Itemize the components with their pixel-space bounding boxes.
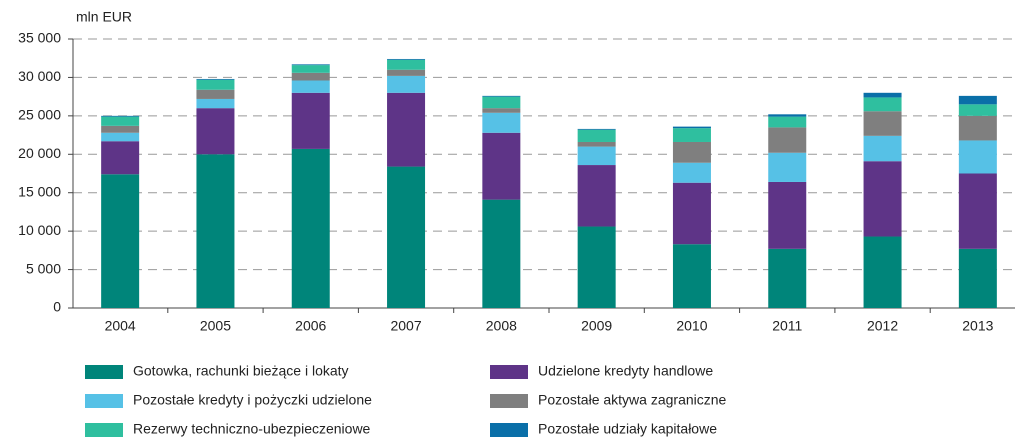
bar-segment xyxy=(672,128,711,142)
bar-segment xyxy=(768,116,807,128)
y-axis-label: mln EUR xyxy=(76,9,132,25)
bar-segment xyxy=(387,69,426,76)
bar-segment xyxy=(672,162,711,183)
bar-segment xyxy=(291,65,330,73)
bar-segment xyxy=(101,125,140,133)
legend-label: Pozostałe udziały kapitałowe xyxy=(538,421,717,437)
bar-segment xyxy=(387,166,426,308)
bar-segment xyxy=(768,114,807,117)
x-tick-label: 2009 xyxy=(581,318,612,334)
y-tick-label: 0 xyxy=(53,299,61,315)
bar-segment xyxy=(387,75,426,93)
bar-segment xyxy=(958,95,997,105)
bar-segment xyxy=(291,148,330,308)
bar-segment xyxy=(958,104,997,116)
bar-segment xyxy=(672,141,711,163)
bar-segment xyxy=(101,115,140,117)
bar-segment xyxy=(101,116,140,126)
bar-segment xyxy=(196,108,235,155)
x-tick-label: 2006 xyxy=(295,318,326,334)
legend-label: Rezerwy techniczno-ubezpieczeniowe xyxy=(133,421,371,437)
bar-segment xyxy=(196,154,235,308)
bar-segment xyxy=(577,141,616,147)
legend-label: Pozostałe kredyty i pożyczki udzielone xyxy=(133,392,372,408)
legend-swatch xyxy=(490,365,528,379)
bar-segment xyxy=(863,236,902,308)
bar-segment xyxy=(958,248,997,308)
bar-segment xyxy=(577,129,616,142)
x-tick-label: 2010 xyxy=(676,318,707,334)
bar-segment xyxy=(196,79,235,90)
legend-swatch xyxy=(490,394,528,408)
bar-segment xyxy=(863,92,902,98)
x-tick-label: 2004 xyxy=(105,318,136,334)
bar-segment xyxy=(577,128,616,130)
bar-segment xyxy=(291,80,330,93)
y-tick-label: 15 000 xyxy=(18,183,61,199)
legend-swatch xyxy=(85,365,123,379)
bar-segment xyxy=(863,161,902,237)
bar-segment xyxy=(101,132,140,142)
bar-segment xyxy=(196,89,235,99)
bar-segment xyxy=(387,59,426,70)
x-tick-label: 2011 xyxy=(772,318,802,334)
x-tick-label: 2007 xyxy=(390,318,421,334)
bar-segment xyxy=(482,96,521,109)
legend-swatch xyxy=(85,423,123,437)
legend-label: Gotowka, rachunki bieżące i lokaty xyxy=(133,363,349,379)
y-tick-label: 35 000 xyxy=(18,30,61,46)
bar-segment xyxy=(672,244,711,308)
bar-segment xyxy=(291,64,330,66)
bar-segment xyxy=(577,146,616,166)
bar-segment xyxy=(577,226,616,308)
bar-segment xyxy=(101,141,140,175)
y-tick-label: 20 000 xyxy=(18,145,61,161)
bar-segment xyxy=(863,97,902,112)
bar-segment xyxy=(768,152,807,182)
bar-segment xyxy=(958,140,997,174)
bar-segment xyxy=(482,95,521,97)
legend-swatch xyxy=(490,423,528,437)
bar-segment xyxy=(196,98,235,109)
bar-segment xyxy=(863,135,902,162)
legend-label: Pozostałe aktywa zagraniczne xyxy=(538,392,727,408)
legend-label: Udzielone kredyty handlowe xyxy=(538,363,713,379)
bar-segment xyxy=(482,112,521,133)
bar-segment xyxy=(768,248,807,308)
bar-segment xyxy=(768,127,807,153)
bar-segment xyxy=(958,115,997,141)
bar-segment xyxy=(958,173,997,249)
bar-segment xyxy=(482,108,521,113)
bar-segment xyxy=(672,126,711,129)
y-tick-label: 30 000 xyxy=(18,68,61,84)
x-tick-label: 2012 xyxy=(867,318,898,334)
bar-segment xyxy=(672,182,711,245)
bar-segment xyxy=(291,92,330,149)
y-tick-label: 5 000 xyxy=(26,260,61,276)
x-tick-label: 2008 xyxy=(486,318,517,334)
y-tick-label: 25 000 xyxy=(18,107,61,123)
bar-segment xyxy=(101,174,140,308)
bar-segment xyxy=(387,92,426,167)
bar-segment xyxy=(482,132,521,200)
bar-segment xyxy=(768,181,807,249)
legend-swatch xyxy=(85,394,123,408)
x-tick-label: 2013 xyxy=(962,318,993,334)
bar-segment xyxy=(863,111,902,136)
y-tick-label: 10 000 xyxy=(18,222,61,238)
bar-segment xyxy=(482,199,521,308)
x-tick-label: 2005 xyxy=(200,318,231,334)
bar-segment xyxy=(387,58,426,60)
bar-segment xyxy=(196,78,235,80)
bar-segment xyxy=(577,165,616,227)
bar-segment xyxy=(291,72,330,81)
